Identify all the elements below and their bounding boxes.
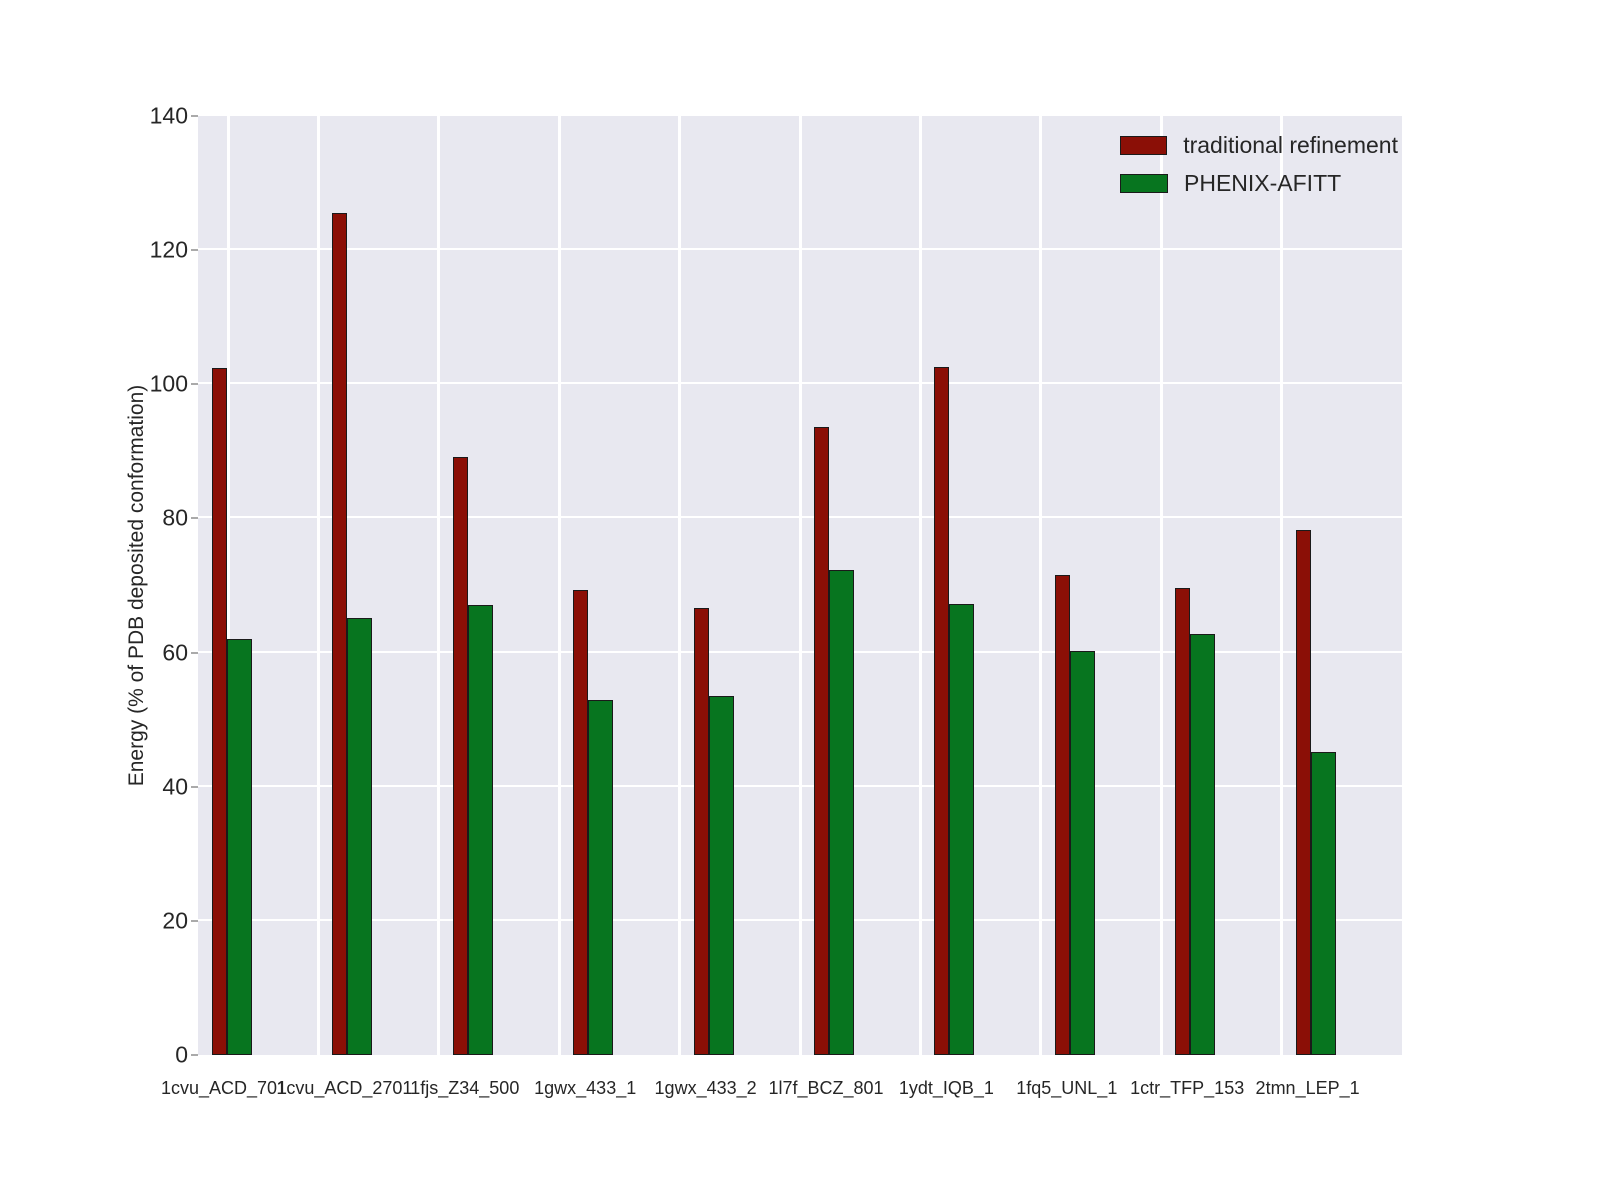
x-tick-label-1fq5_UNL_1: 1fq5_UNL_1 [1016,1078,1118,1098]
y-tick-mark-60 [191,651,198,654]
chart-legend: traditional refinement PHENIX-AFITT [1120,128,1398,204]
legend-swatch-phenix-afitt [1120,173,1168,193]
y-axis-title: Energy (% of PDB deposited conformation) [125,384,148,787]
gridline-x-1 [316,116,320,1055]
bar-1fjs_Z34_500-afitt [467,604,493,1055]
gridline-x-4 [678,116,682,1055]
gridline-x-6 [918,116,922,1055]
y-tick-label-140: 140 [149,102,188,129]
x-tick-label-1gwx_433_2: 1gwx_433_2 [654,1078,757,1098]
x-tick-label-1cvu_ACD_2701: 1cvu_ACD_2701 [276,1078,413,1098]
legend-label-traditional-refinement: traditional refinement [1183,131,1398,158]
gridline-x-7 [1039,116,1043,1055]
bar-1cvu_ACD_701-traditional [212,367,227,1055]
gridline-x-0b [227,116,230,1055]
y-tick-mark-140 [191,115,198,117]
y-tick-label-0: 0 [175,1041,188,1068]
x-tick-label-1ctr_TFP_153: 1ctr_TFP_153 [1130,1078,1245,1098]
bar-1gwx_433_2-traditional [693,608,709,1055]
y-tick-mark-20 [191,919,198,922]
y-tick-label-80: 80 [162,504,188,531]
y-tick-mark-120 [191,249,198,252]
bar-1fq5_UNL_1-afitt [1069,651,1095,1055]
y-tick-mark-40 [191,785,198,788]
x-tick-label-1ydt_IQB_1: 1ydt_IQB_1 [898,1078,994,1098]
bar-1ydt_IQB_1-traditional [934,366,950,1055]
bar-1l7f_BCZ_801-traditional [814,427,829,1055]
y-tick-label-60: 60 [162,639,188,666]
bar-1ctr_TFP_153-traditional [1175,587,1191,1055]
bar-1cvu_ACD_2701-afitt [347,617,373,1055]
gridline-x-2 [437,116,441,1055]
legend-entry-traditional-refinement: traditional refinement [1120,128,1398,162]
y-tick-mark-100 [191,383,198,386]
y-tick-label-20: 20 [162,907,188,934]
y-tick-mark-0 [191,1054,198,1056]
gridline-x-9 [1280,116,1284,1055]
bar-1cvu_ACD_2701-traditional [332,213,348,1055]
bar-1ydt_IQB_1-afitt [949,603,975,1055]
legend-swatch-traditional-refinement [1120,135,1168,155]
bar-1fjs_Z34_500-traditional [452,456,468,1055]
legend-label-phenix-afitt: PHENIX-AFITT [1184,169,1342,196]
x-tick-label-2tmn_LEP_1: 2tmn_LEP_1 [1255,1078,1360,1098]
bar-1gwx_433_2-afitt [708,695,734,1055]
gridline-x-8 [1159,116,1163,1055]
x-tick-label-1fjs_Z34_500: 1fjs_Z34_500 [410,1078,520,1098]
y-tick-mark-80 [191,517,198,520]
bar-1l7f_BCZ_801-afitt [829,570,854,1055]
gridline-x-3 [557,116,561,1055]
y-tick-label-120: 120 [149,236,188,263]
bar-2tmn_LEP_1-afitt [1310,751,1336,1055]
y-tick-label-100: 100 [149,370,188,397]
bar-1ctr_TFP_153-afitt [1190,633,1216,1055]
x-tick-label-1cvu_ACD_701: 1cvu_ACD_701 [160,1078,288,1098]
legend-entry-phenix-afitt: PHENIX-AFITT [1120,166,1398,200]
x-tick-label-1gwx_433_1: 1gwx_433_1 [534,1078,637,1098]
bar-1cvu_ACD_701-afitt [227,638,252,1055]
plot-area [198,116,1402,1055]
x-tick-label-1l7f_BCZ_801: 1l7f_BCZ_801 [768,1078,884,1098]
bar-1gwx_433_1-traditional [573,590,589,1055]
bar-1fq5_UNL_1-traditional [1054,574,1070,1055]
bar-2tmn_LEP_1-traditional [1295,529,1311,1055]
y-tick-label-40: 40 [162,773,188,800]
bar-1gwx_433_1-afitt [588,700,614,1055]
gridline-x-5 [798,116,802,1055]
